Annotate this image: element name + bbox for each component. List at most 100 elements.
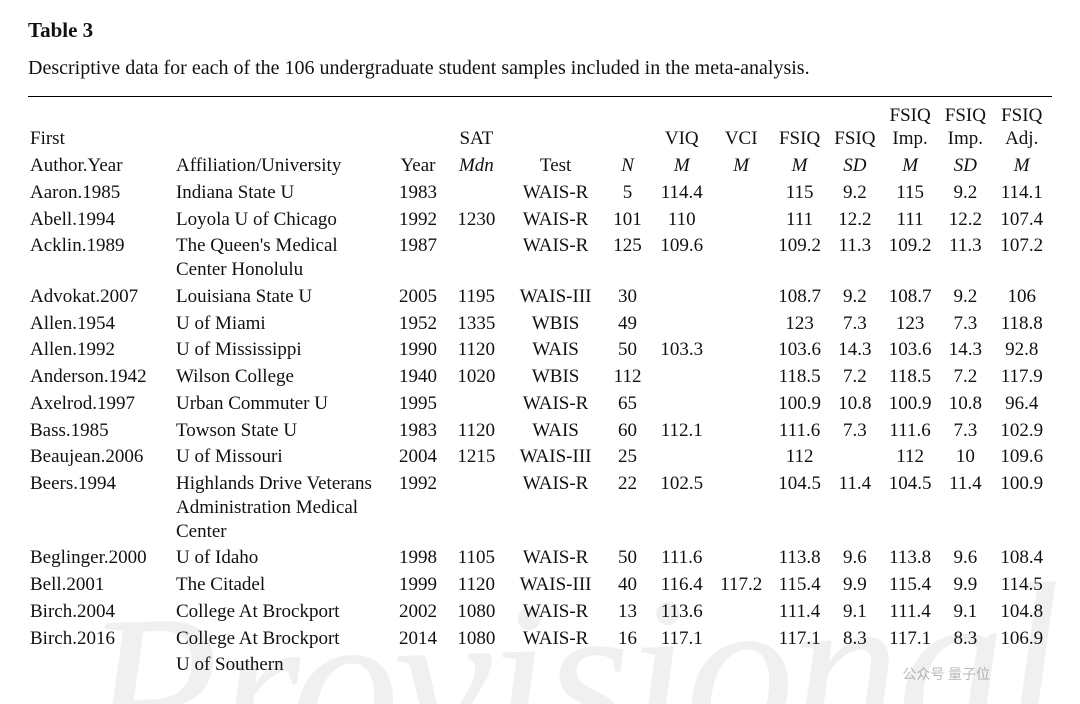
header-impm-l1: FSIQ Imp. bbox=[881, 103, 939, 153]
header-viq-l2: M bbox=[652, 153, 712, 180]
table-row: Anderson.1942Wilson College19401020WBIS1… bbox=[28, 364, 1052, 391]
cell-impm: 104.5 bbox=[881, 471, 939, 545]
header-fsiqsd-l2: SD bbox=[829, 153, 881, 180]
cell-adjm: 106 bbox=[991, 283, 1052, 310]
cell-sat: 1080 bbox=[445, 598, 508, 625]
table-row: Axelrod.1997Urban Commuter U1995WAIS-R65… bbox=[28, 390, 1052, 417]
page-container: Provisional 公众号 量子位 Table 3 Descriptive … bbox=[0, 0, 1080, 704]
cell-vci bbox=[712, 364, 770, 391]
header-author-l1: First bbox=[28, 103, 174, 153]
cell-fsiqsd bbox=[829, 652, 881, 679]
cell-viq: 113.6 bbox=[652, 598, 712, 625]
header-year-l2: Year bbox=[391, 153, 445, 180]
cell-vci bbox=[712, 598, 770, 625]
table-row: Aaron.1985Indiana State U1983WAIS-R5114.… bbox=[28, 179, 1052, 206]
table-row: Beaujean.2006U of Missouri20041215WAIS-I… bbox=[28, 444, 1052, 471]
cell-adjm: 102.9 bbox=[991, 417, 1052, 444]
cell-fsiqm: 115.4 bbox=[770, 572, 828, 599]
cell-impm: 111 bbox=[881, 206, 939, 233]
cell-test: WAIS-R bbox=[508, 598, 604, 625]
cell-fsiqsd: 9.1 bbox=[829, 598, 881, 625]
cell-test: WAIS bbox=[508, 417, 604, 444]
cell-fsiqsd: 7.3 bbox=[829, 310, 881, 337]
cell-fsiqsd bbox=[829, 444, 881, 471]
header-adjm-l1: FSIQ Adj. bbox=[991, 103, 1052, 153]
cell-test: WAIS-R bbox=[508, 206, 604, 233]
cell-sat: 1230 bbox=[445, 206, 508, 233]
cell-test: WAIS-R bbox=[508, 390, 604, 417]
header-impsd-l1: FSIQ Imp. bbox=[939, 103, 991, 153]
cell-test: WAIS-III bbox=[508, 444, 604, 471]
cell-viq: 117.1 bbox=[652, 625, 712, 652]
cell-author: Acklin.1989 bbox=[28, 233, 174, 284]
header-fsiqsd-l1: FSIQ bbox=[829, 103, 881, 153]
cell-fsiqm bbox=[770, 652, 828, 679]
cell-year: 1992 bbox=[391, 471, 445, 545]
cell-impsd: 9.6 bbox=[939, 545, 991, 572]
cell-adjm: 114.1 bbox=[991, 179, 1052, 206]
cell-impm: 118.5 bbox=[881, 364, 939, 391]
table-row: Birch.2004College At Brockport20021080WA… bbox=[28, 598, 1052, 625]
cell-adjm bbox=[991, 652, 1052, 679]
cell-impsd: 9.9 bbox=[939, 572, 991, 599]
header-vci-l1: VCI bbox=[712, 103, 770, 153]
cell-n: 30 bbox=[604, 283, 652, 310]
header-fsiqm-l2: M bbox=[770, 153, 828, 180]
cell-affil: Wilson College bbox=[174, 364, 391, 391]
cell-adjm: 114.5 bbox=[991, 572, 1052, 599]
cell-viq: 114.4 bbox=[652, 179, 712, 206]
cell-n: 60 bbox=[604, 417, 652, 444]
cell-affil: The Queen's Medical Center Honolulu bbox=[174, 233, 391, 284]
cell-sat bbox=[445, 390, 508, 417]
table-header: First SAT VIQ VCI FSIQ FSIQ FSIQ Imp. FS… bbox=[28, 103, 1052, 179]
cell-fsiqsd: 11.4 bbox=[829, 471, 881, 545]
cell-fsiqsd: 14.3 bbox=[829, 337, 881, 364]
cell-adjm: 117.9 bbox=[991, 364, 1052, 391]
cell-fsiqm: 103.6 bbox=[770, 337, 828, 364]
cell-impsd: 10.8 bbox=[939, 390, 991, 417]
cell-adjm: 118.8 bbox=[991, 310, 1052, 337]
cell-test: WAIS-III bbox=[508, 283, 604, 310]
cell-impm: 108.7 bbox=[881, 283, 939, 310]
cell-test bbox=[508, 652, 604, 679]
cell-fsiqm: 111.6 bbox=[770, 417, 828, 444]
cell-test: WAIS bbox=[508, 337, 604, 364]
cell-sat: 1105 bbox=[445, 545, 508, 572]
cell-impsd: 12.2 bbox=[939, 206, 991, 233]
cell-test: WBIS bbox=[508, 310, 604, 337]
header-fsiqm-l1: FSIQ bbox=[770, 103, 828, 153]
cell-sat: 1120 bbox=[445, 572, 508, 599]
header-vci-l2: M bbox=[712, 153, 770, 180]
cell-impm: 123 bbox=[881, 310, 939, 337]
cell-affil: Towson State U bbox=[174, 417, 391, 444]
cell-year: 1998 bbox=[391, 545, 445, 572]
cell-vci: 117.2 bbox=[712, 572, 770, 599]
cell-impm: 115.4 bbox=[881, 572, 939, 599]
cell-impm: 111.4 bbox=[881, 598, 939, 625]
table-row: Allen.1992U of Mississippi19901120WAIS50… bbox=[28, 337, 1052, 364]
cell-viq bbox=[652, 390, 712, 417]
cell-fsiqsd: 9.9 bbox=[829, 572, 881, 599]
cell-n: 50 bbox=[604, 545, 652, 572]
cell-affil: U of Southern bbox=[174, 652, 391, 679]
cell-vci bbox=[712, 444, 770, 471]
header-row-2: Author.Year Affiliation/University Year … bbox=[28, 153, 1052, 180]
cell-viq: 111.6 bbox=[652, 545, 712, 572]
cell-affil: U of Idaho bbox=[174, 545, 391, 572]
cell-impm: 109.2 bbox=[881, 233, 939, 284]
cell-year: 2005 bbox=[391, 283, 445, 310]
cell-year: 2004 bbox=[391, 444, 445, 471]
data-table: First SAT VIQ VCI FSIQ FSIQ FSIQ Imp. FS… bbox=[28, 103, 1052, 679]
cell-viq bbox=[652, 364, 712, 391]
cell-year: 2002 bbox=[391, 598, 445, 625]
cell-year: 1983 bbox=[391, 417, 445, 444]
header-affil-l1 bbox=[174, 103, 391, 153]
cell-adjm: 96.4 bbox=[991, 390, 1052, 417]
header-n-l1 bbox=[604, 103, 652, 153]
cell-fsiqm: 118.5 bbox=[770, 364, 828, 391]
cell-author: Advokat.2007 bbox=[28, 283, 174, 310]
cell-affil: Urban Commuter U bbox=[174, 390, 391, 417]
cell-affil: Indiana State U bbox=[174, 179, 391, 206]
cell-adjm: 104.8 bbox=[991, 598, 1052, 625]
cell-fsiqm: 123 bbox=[770, 310, 828, 337]
